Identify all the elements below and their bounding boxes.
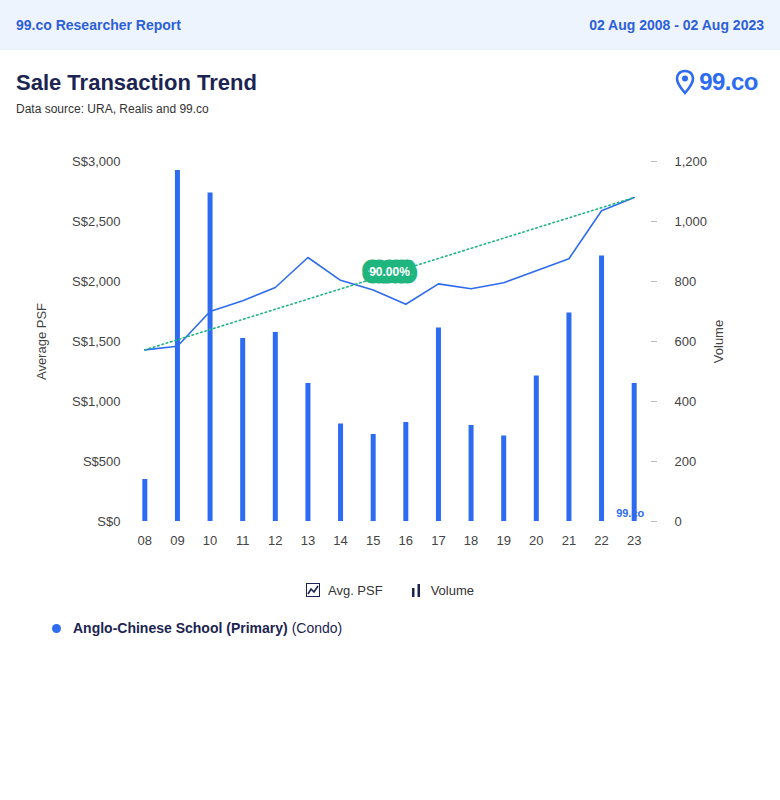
html-text:99.co Researcher Report: 99.co Researcher Report bbox=[16, 17, 181, 33]
svg-text:S$2,500: S$2,500 bbox=[72, 214, 120, 229]
svg-text:S$500: S$500 bbox=[83, 454, 121, 469]
svg-text:400: 400 bbox=[675, 394, 697, 409]
svg-text:12: 12 bbox=[268, 533, 282, 548]
svg-text:11: 11 bbox=[236, 533, 250, 548]
svg-text:19: 19 bbox=[496, 533, 510, 548]
svg-text:1,200: 1,200 bbox=[675, 154, 708, 169]
svg-text:14: 14 bbox=[333, 533, 347, 548]
html-text:Data source: URA, Realis and 9: Data source: URA, Realis and 99.co bbox=[16, 102, 209, 116]
svg-text:13: 13 bbox=[301, 533, 315, 548]
svg-text:S$1,500: S$1,500 bbox=[72, 334, 120, 349]
svg-text:S$1,000: S$1,000 bbox=[72, 394, 120, 409]
html-text:Anglo-Chinese School (Primary): Anglo-Chinese School (Primary) (Condo) bbox=[73, 620, 343, 636]
svg-text:Average PSF: Average PSF bbox=[34, 303, 49, 380]
svg-text:08: 08 bbox=[138, 533, 152, 548]
svg-text:200: 200 bbox=[675, 454, 697, 469]
svg-text:10: 10 bbox=[203, 533, 217, 548]
svg-text:S$2,000: S$2,000 bbox=[72, 274, 120, 289]
svg-text:15: 15 bbox=[366, 533, 380, 548]
svg-text:16: 16 bbox=[399, 533, 413, 548]
svg-text:S$0: S$0 bbox=[97, 514, 120, 529]
svg-text:20: 20 bbox=[529, 533, 543, 548]
svg-text:600: 600 bbox=[675, 334, 697, 349]
svg-text:21: 21 bbox=[562, 533, 576, 548]
svg-text:S$3,000: S$3,000 bbox=[72, 154, 120, 169]
svg-text:17: 17 bbox=[431, 533, 445, 548]
svg-text:1,000: 1,000 bbox=[675, 214, 708, 229]
svg-text:22: 22 bbox=[594, 533, 608, 548]
svg-text:Volume: Volume bbox=[711, 320, 726, 363]
html-text:99.co: 99.co bbox=[699, 68, 758, 95]
svg-text:23: 23 bbox=[627, 533, 641, 548]
svg-text:18: 18 bbox=[464, 533, 478, 548]
html-text:Sale Transaction Trend: Sale Transaction Trend bbox=[16, 70, 257, 95]
svg-text:09: 09 bbox=[170, 533, 184, 548]
html-text:02 Aug 2008 - 02 Aug 2023: 02 Aug 2008 - 02 Aug 2023 bbox=[589, 17, 764, 33]
svg-text:0: 0 bbox=[675, 514, 682, 529]
html-text:Avg. PSF: Avg. PSF bbox=[328, 582, 383, 598]
svg-text:99.co: 99.co bbox=[616, 507, 644, 519]
svg-text:800: 800 bbox=[675, 274, 697, 289]
html-text:Volume: Volume bbox=[430, 582, 474, 598]
svg-text:90.00%: 90.00% bbox=[369, 265, 410, 279]
